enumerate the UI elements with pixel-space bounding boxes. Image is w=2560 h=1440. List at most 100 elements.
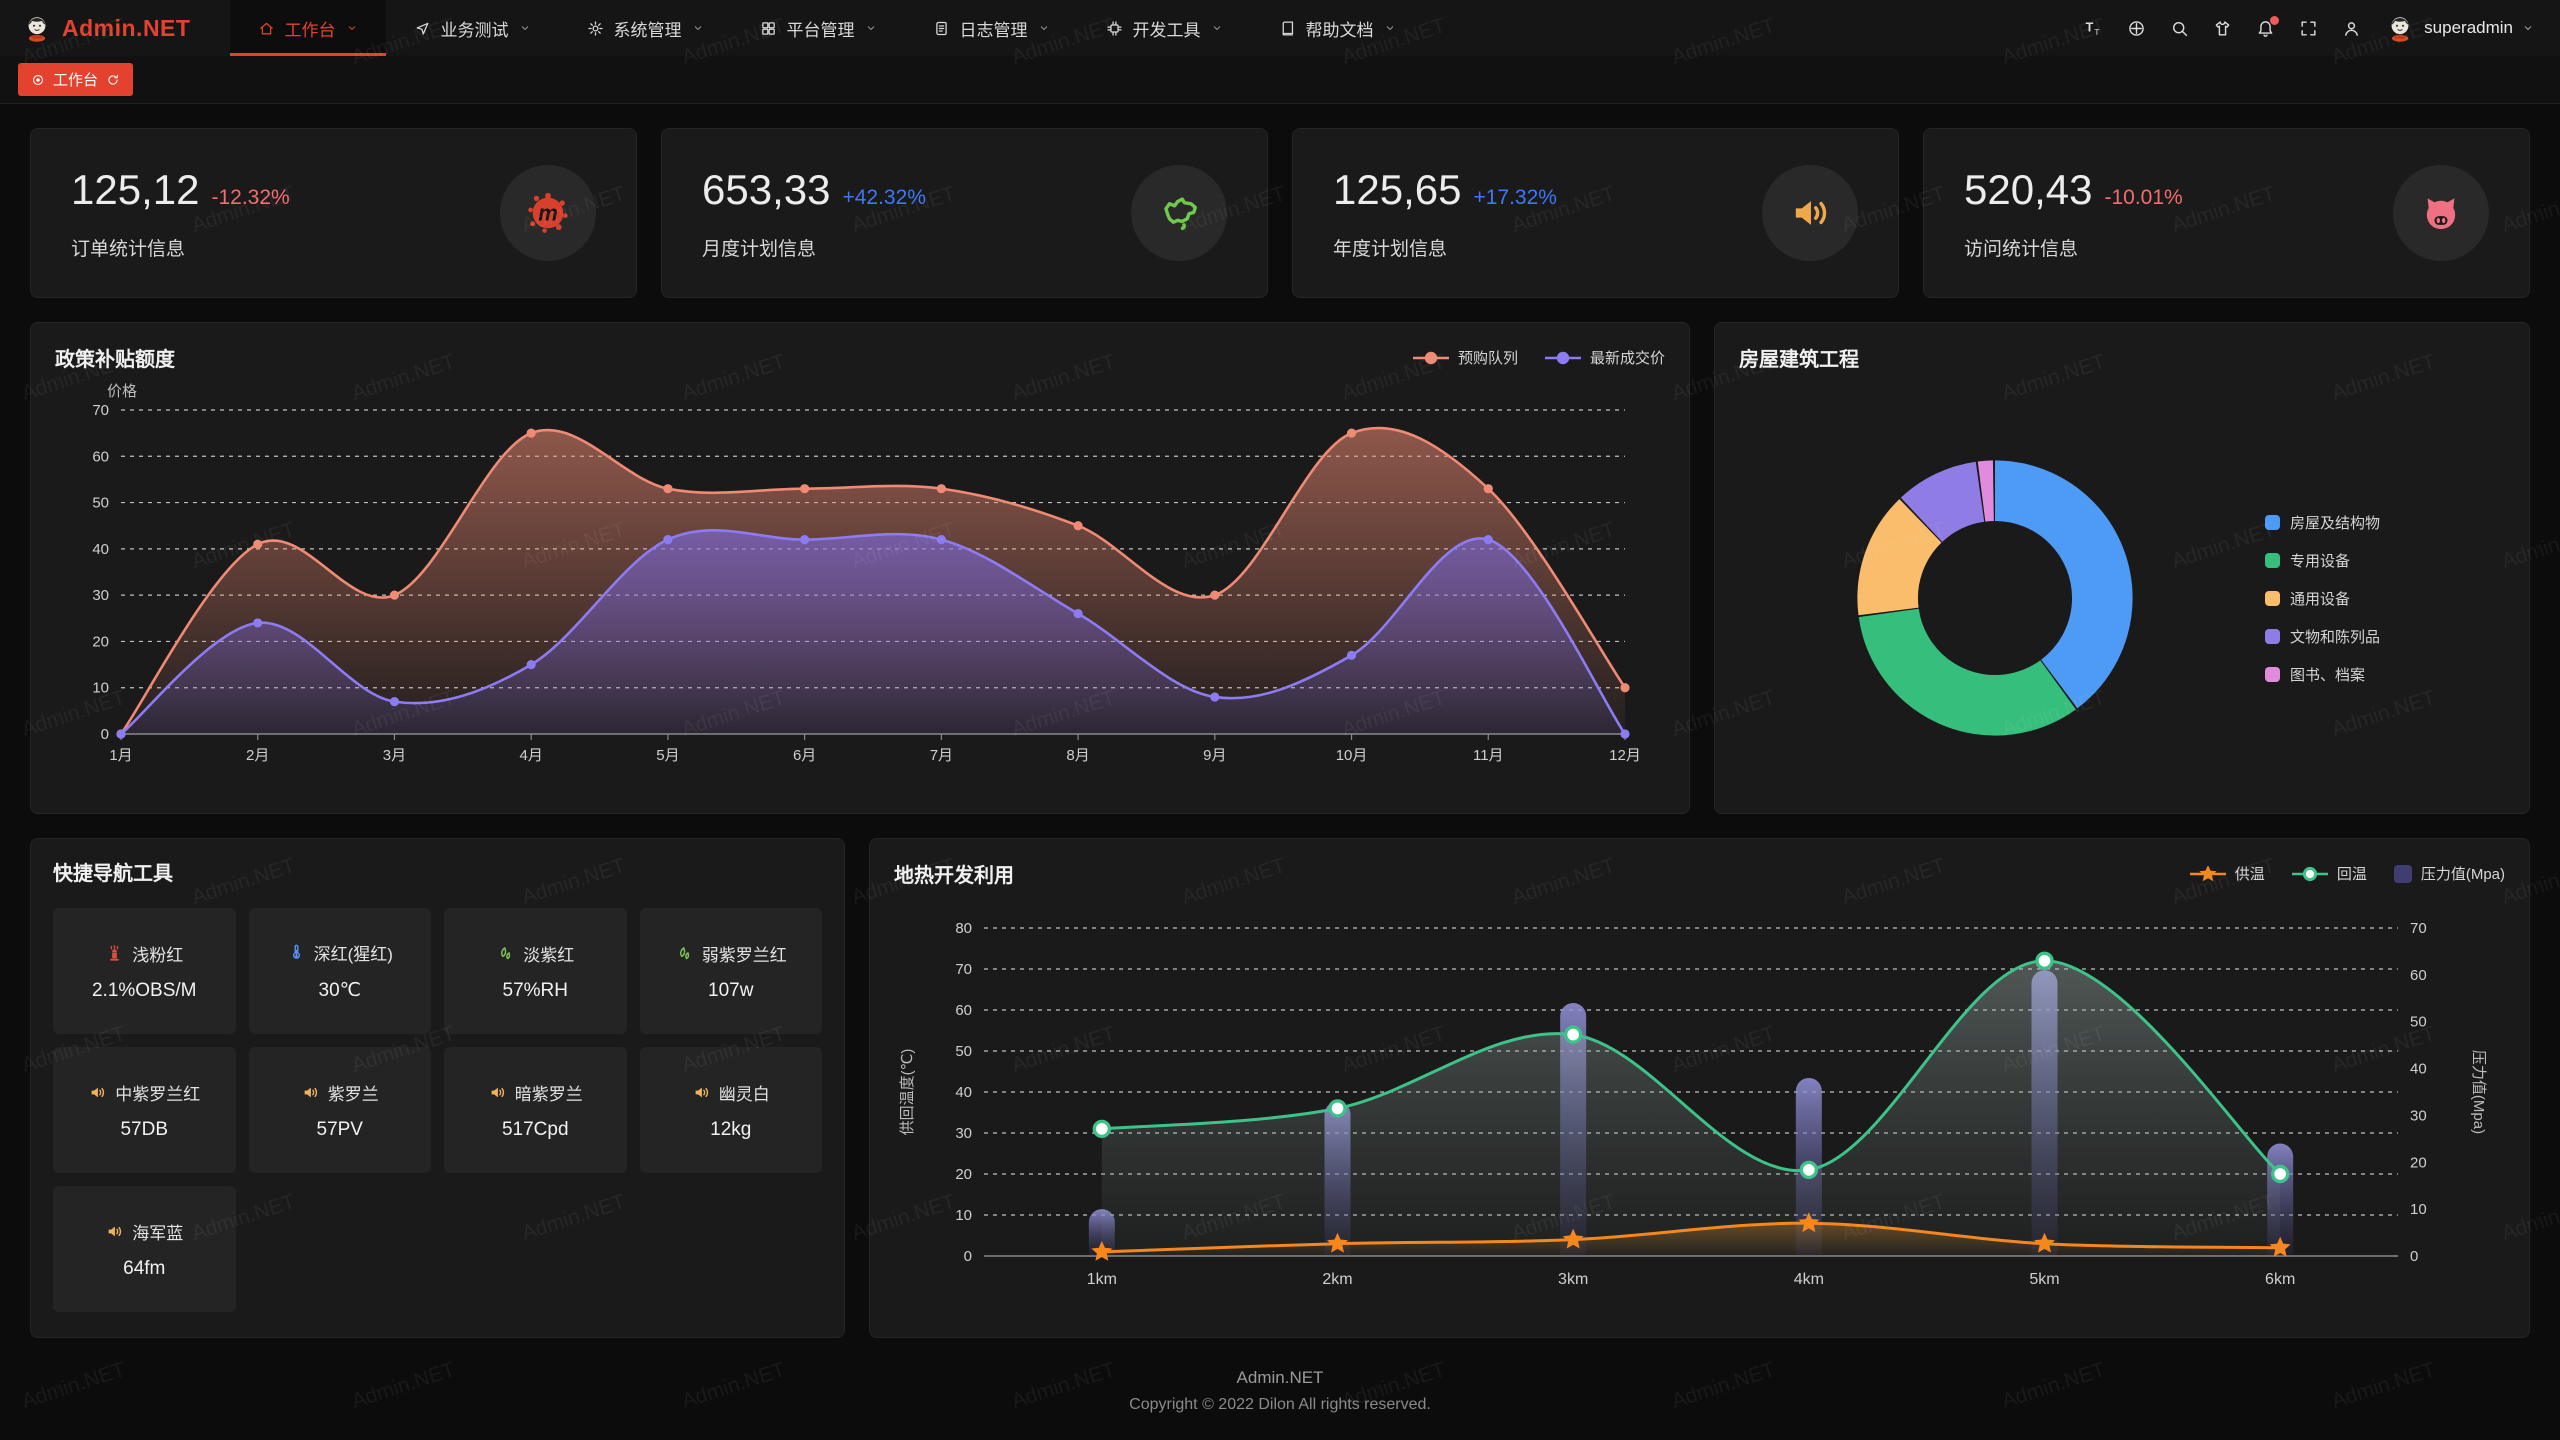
tab-label: 工作台 bbox=[53, 72, 99, 89]
stat-icon-circle: m bbox=[500, 165, 596, 261]
svg-text:30: 30 bbox=[92, 587, 109, 604]
donut-legend-item-5[interactable]: 图书、档案 bbox=[2265, 664, 2380, 685]
svg-text:7月: 7月 bbox=[930, 747, 953, 764]
svg-text:2月: 2月 bbox=[246, 747, 269, 764]
subsidy-chart-card: 政策补贴额度 预购队列 最新成交价 0 10 20 30 40 50 60 70 价格 1月 2月 3月… bbox=[30, 322, 1690, 814]
legend-item-供温[interactable]: 供温 bbox=[2189, 863, 2265, 884]
legend-item-回温[interactable]: 回温 bbox=[2291, 863, 2367, 884]
quick-item-value: 57PV bbox=[316, 1118, 363, 1140]
hydrant-icon bbox=[105, 944, 124, 963]
quick-nav-item-2[interactable]: 深红(猩红) 30℃ bbox=[248, 908, 431, 1034]
quick-item-header: 弱紫罗兰红 bbox=[675, 941, 787, 966]
user-menu[interactable]: superadmin bbox=[2385, 13, 2534, 43]
quick-item-value: 64fm bbox=[123, 1257, 166, 1279]
quick-item-name: 淡紫红 bbox=[523, 945, 575, 965]
stat-card-2: 653,33 +42.32% 月度计划信息 bbox=[661, 128, 1268, 298]
stat-top: 653,33 +42.32% bbox=[702, 166, 926, 214]
charts-row: 政策补贴额度 预购队列 最新成交价 0 10 20 30 40 50 60 70 价格 1月 2月 3月… bbox=[30, 322, 2530, 814]
svg-text:T: T bbox=[2094, 26, 2100, 36]
svg-text:T: T bbox=[2086, 20, 2094, 34]
svg-text:压力值(Mpa): 压力值(Mpa) bbox=[2470, 1050, 2487, 1134]
legend-label: 供温 bbox=[2234, 866, 2265, 883]
donut-slice bbox=[1857, 460, 2133, 736]
language-icon[interactable] bbox=[2127, 19, 2146, 38]
quick-item-value: 30℃ bbox=[318, 980, 361, 1001]
stat-label: 年度计划信息 bbox=[1333, 238, 1448, 260]
quick-nav-item-5[interactable]: 中紫罗兰红 57DB bbox=[53, 1047, 236, 1173]
nav-item-label: 帮助文档 bbox=[1305, 20, 1374, 40]
china-map-icon bbox=[1156, 190, 1202, 236]
leaf-icon bbox=[675, 944, 694, 963]
tab-workbench[interactable]: 工作台 bbox=[18, 63, 134, 96]
chevron-down-icon bbox=[1038, 22, 1050, 34]
quick-nav-item-4[interactable]: 弱紫罗兰红 107w bbox=[639, 908, 822, 1034]
bell-icon[interactable] bbox=[2256, 15, 2280, 38]
stats-row: 125,12 -12.32% 订单统计信息 m 653,33 +42.32% 月度计划信息 1… bbox=[30, 128, 2530, 298]
quick-item-header: 深红(猩红) bbox=[287, 940, 393, 965]
donut-slice bbox=[1857, 460, 2133, 736]
brand[interactable]: Admin.NET bbox=[0, 0, 230, 56]
donut-legend-item-2[interactable]: 专用设备 bbox=[2265, 550, 2380, 571]
svg-text:30: 30 bbox=[955, 1125, 972, 1142]
legend-marker bbox=[1544, 351, 1581, 364]
stat-value: 125,12 bbox=[71, 165, 200, 213]
gear-icon bbox=[587, 20, 604, 37]
donut-legend-item-4[interactable]: 文物和陈列品 bbox=[2265, 626, 2380, 647]
svg-text:40: 40 bbox=[955, 1084, 972, 1101]
svg-text:50: 50 bbox=[92, 495, 109, 512]
speaker-icon bbox=[488, 1083, 507, 1102]
quick-nav-title: 快捷导航工具 bbox=[53, 863, 173, 885]
donut-legend-item-1[interactable]: 房屋及结构物 bbox=[2265, 512, 2380, 533]
quick-nav-panel: 快捷导航工具 浅粉红 2.1%OBS/M 深红(猩红) 30℃ 淡紫红 57%RH 弱紫罗兰… bbox=[30, 838, 845, 1338]
donut-legend-item-3[interactable]: 通用设备 bbox=[2265, 588, 2380, 609]
nav-item-4[interactable]: 平台管理 bbox=[732, 0, 905, 56]
person-icon[interactable] bbox=[2342, 19, 2361, 38]
legend-item-预购队列[interactable]: 预购队列 bbox=[1412, 347, 1518, 368]
quick-item-value: 517Cpd bbox=[501, 1118, 569, 1140]
stat-value: 125,65 bbox=[1333, 165, 1462, 213]
stat-delta: -12.32% bbox=[211, 185, 290, 209]
legend-item-最新成交价[interactable]: 最新成交价 bbox=[1544, 347, 1665, 368]
stat-label: 访问统计信息 bbox=[1964, 238, 2079, 260]
subsidy-line-chart: 0 10 20 30 40 50 60 70 价格 1月 2月 3月 4月 5月 6月 7月 8月 9月 10月 11… bbox=[92, 383, 1641, 764]
stat-top: 520,43 -10.01% bbox=[1964, 166, 2183, 214]
fullscreen-icon[interactable] bbox=[2299, 19, 2318, 38]
legend-label: 最新成交价 bbox=[1589, 350, 1665, 367]
legend-marker bbox=[2393, 864, 2412, 883]
quick-nav-item-7[interactable]: 暗紫罗兰 517Cpd bbox=[444, 1047, 627, 1173]
quick-item-header: 紫罗兰 bbox=[301, 1080, 379, 1105]
quick-nav-item-3[interactable]: 淡紫红 57%RH bbox=[444, 908, 627, 1034]
svg-text:3月: 3月 bbox=[383, 747, 406, 764]
legend-item-压力值(Mpa)[interactable]: 压力值(Mpa) bbox=[2393, 863, 2505, 884]
quick-nav-item-6[interactable]: 紫罗兰 57PV bbox=[248, 1047, 431, 1173]
tabbar: 工作台 bbox=[0, 56, 2560, 104]
legend-marker bbox=[2189, 865, 2226, 881]
quick-nav-item-9[interactable]: 海军蓝 64fm bbox=[53, 1186, 236, 1312]
quick-item-value: 107w bbox=[708, 979, 754, 1001]
chevron-down-icon bbox=[1211, 22, 1223, 34]
nav-item-1[interactable]: 工作台 bbox=[230, 0, 387, 56]
quick-item-value: 2.1%OBS/M bbox=[91, 979, 197, 1001]
nav-item-7[interactable]: 帮助文档 bbox=[1251, 0, 1424, 56]
quick-nav-item-1[interactable]: 浅粉红 2.1%OBS/M bbox=[53, 908, 236, 1034]
quick-item-header: 暗紫罗兰 bbox=[488, 1080, 583, 1105]
quick-item-header: 浅粉红 bbox=[105, 941, 183, 966]
nav-item-6[interactable]: 开发工具 bbox=[1078, 0, 1251, 56]
quick-nav-item-8[interactable]: 幽灵白 12kg bbox=[639, 1047, 822, 1173]
svg-text:10: 10 bbox=[92, 680, 109, 697]
svg-text:m: m bbox=[538, 201, 558, 226]
footer-brand: Admin.NET bbox=[1236, 1368, 1324, 1387]
nav-item-3[interactable]: 系统管理 bbox=[559, 0, 732, 56]
stat-top: 125,12 -12.32% bbox=[71, 166, 290, 214]
nav-item-5[interactable]: 日志管理 bbox=[905, 0, 1078, 56]
search-icon[interactable] bbox=[2170, 19, 2189, 38]
building-donut-chart bbox=[1857, 460, 2133, 736]
refresh-icon[interactable] bbox=[106, 73, 120, 87]
footer-copyright: Copyright © 2022 Dilon All rights reserv… bbox=[1129, 1396, 1431, 1413]
brand-logo-icon bbox=[22, 13, 52, 43]
theme-shirt-icon[interactable] bbox=[2213, 19, 2232, 38]
nav-item-2[interactable]: 业务测试 bbox=[386, 0, 559, 56]
stat-label: 月度计划信息 bbox=[702, 238, 817, 260]
